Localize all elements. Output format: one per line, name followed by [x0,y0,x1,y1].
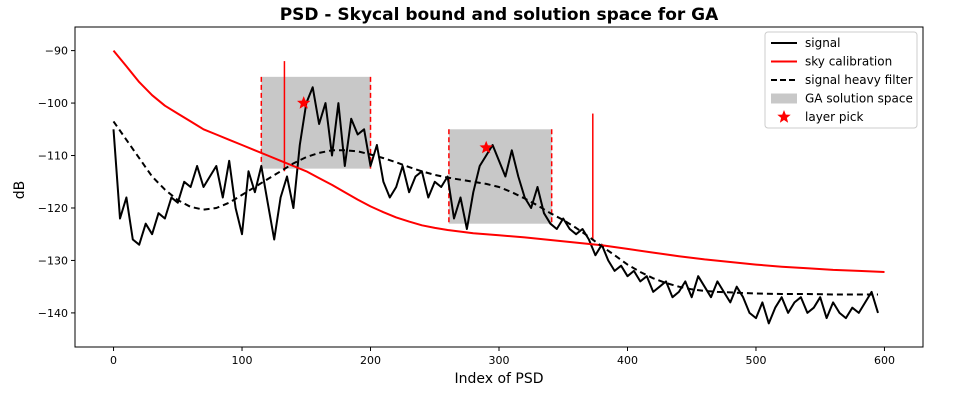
x-tick-label: 0 [110,354,117,367]
ga-solution-space-2 [448,129,552,224]
legend-label-sky-calibration: sky calibration [805,55,892,69]
y-tick-label: −110 [38,150,68,163]
x-tick-label: 100 [232,354,253,367]
legend-label-ga-solution-space: GA solution space [805,92,913,106]
chart-title: PSD - Skycal bound and solution space fo… [280,5,719,25]
legend-label-signal-heavy-filter: signal heavy filter [805,73,913,87]
signal-heavy-filter-line [112,120,878,296]
y-tick-label: −130 [38,254,68,267]
signal-line [112,86,879,325]
y-tick-label: −90 [45,45,68,58]
y-tick-label: −100 [38,97,68,110]
y-tick-label: −120 [38,202,68,215]
x-tick-label: 500 [745,354,766,367]
x-tick-label: 200 [360,354,381,367]
y-tick-label: −140 [38,307,68,320]
x-tick-label: 600 [874,354,895,367]
y-axis-label: dB [12,181,28,200]
legend: signal sky calibration signal heavy filter… [764,31,918,129]
legend-label-signal: signal [805,36,841,50]
x-tick-label: 400 [617,354,638,367]
ga-solution-space-1 [261,76,371,169]
legend-swatch-layer-pick [777,110,791,123]
sky-calibration-line [112,49,885,273]
axes: 0 100 200 300 400 500 600 −140 −130 −120 −110 −100 −… [38,26,924,367]
plot-area [112,49,885,325]
x-tick-label: 300 [489,354,510,367]
layer-pick-star-1 [297,96,311,109]
legend-box [764,31,918,129]
layer-pick-star-2 [479,140,493,154]
legend-swatch-ga-solution-space [771,93,797,104]
legend-label-layer-pick: layer pick [805,110,863,124]
x-axis-label: Index of PSD [454,371,543,387]
